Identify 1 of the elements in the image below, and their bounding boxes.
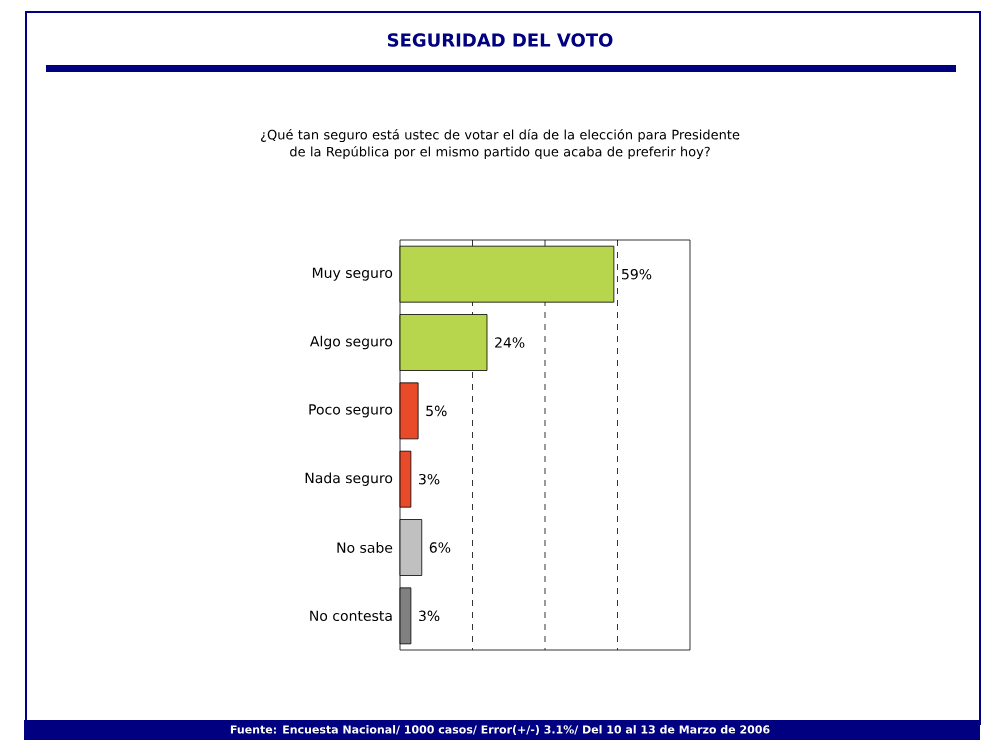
chart-title: SEGURIDAD DEL VOTO [387,33,613,47]
